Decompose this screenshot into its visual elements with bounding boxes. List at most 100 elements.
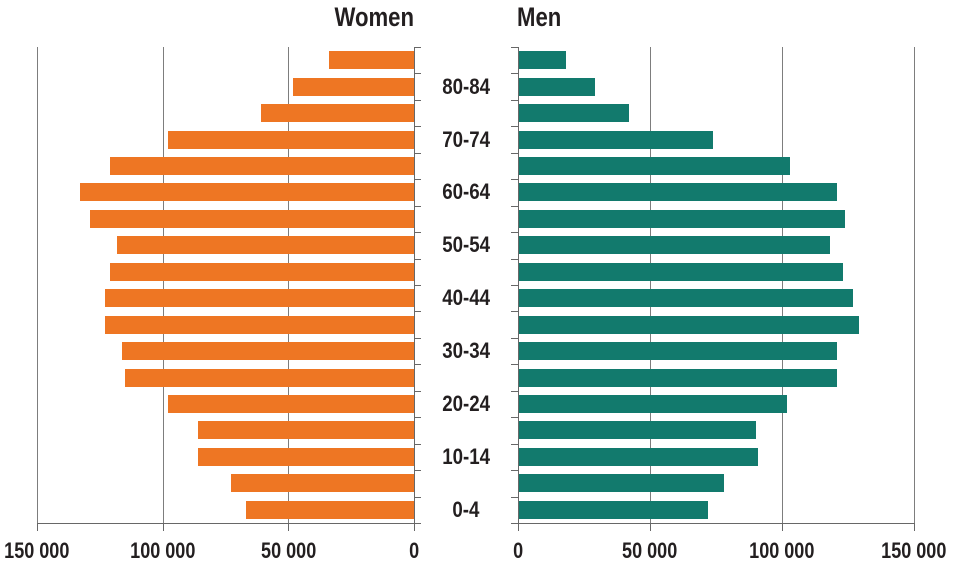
- x-tick-label-text: 100 000: [130, 538, 196, 563]
- age-label-text: 70-74: [442, 126, 490, 152]
- row-tick-men-13: [511, 390, 518, 392]
- row-tick-men-4: [511, 152, 518, 154]
- age-label-text: 80-84: [442, 73, 490, 99]
- bar-women-45-49: [109, 262, 414, 281]
- age-label-40-44: 40-44: [414, 285, 518, 311]
- age-label-text: 40-44: [442, 285, 490, 311]
- row-tick-women-2: [414, 99, 421, 101]
- row-tick-women-10: [414, 311, 421, 313]
- row-tick-women-14: [414, 417, 421, 419]
- x-tick-label-text: 50 000: [622, 538, 678, 563]
- row-tick-men-3: [511, 126, 518, 128]
- bar-men-80-84: [518, 77, 595, 96]
- age-label-50-54: 50-54: [414, 232, 518, 258]
- bar-women-30-34: [122, 342, 414, 361]
- men-series-title-text: Men: [517, 2, 562, 32]
- women-series-title-text: Women: [334, 2, 414, 32]
- bar-men-0-4: [518, 500, 709, 519]
- bar-women-70-74: [167, 130, 414, 149]
- x-tick-women-1: [162, 523, 164, 531]
- bar-women-75-79: [260, 104, 414, 123]
- bar-men-5-9: [518, 474, 724, 493]
- row-tick-men-2: [511, 99, 518, 101]
- row-tick-men-18: [511, 523, 518, 524]
- gridline-women-100000: [162, 47, 164, 523]
- row-tick-women-9: [414, 285, 421, 286]
- bar-women-55-59: [89, 209, 414, 228]
- bar-women-80-84: [293, 77, 414, 96]
- age-label-30-34: 30-34: [414, 338, 518, 364]
- bar-men-50-54: [518, 236, 830, 255]
- row-tick-men-12: [511, 364, 518, 366]
- women-series-title: Women: [317, 2, 414, 33]
- bar-men-15-19: [518, 421, 756, 440]
- bar-men-25-29: [518, 368, 838, 387]
- age-label-0-4: 0-4: [414, 497, 518, 523]
- row-tick-women-13: [414, 390, 421, 392]
- x-tick-label-men-0: 0: [458, 538, 578, 564]
- age-label-text: 20-24: [442, 391, 490, 416]
- x-tick-label-men-3: 150 000: [854, 538, 954, 564]
- bar-women-25-29: [124, 368, 414, 387]
- bar-men-65-69: [518, 157, 790, 175]
- row-tick-men-15: [511, 443, 518, 445]
- bar-men-10-14: [518, 447, 759, 466]
- gridline-men-50000: [650, 47, 651, 523]
- bar-women-15-19: [197, 421, 414, 440]
- bar-men-45-49: [518, 262, 843, 281]
- bar-women-35-39: [104, 315, 414, 334]
- row-tick-women-1: [414, 73, 421, 75]
- bar-men-20-24: [518, 395, 788, 413]
- x-tick-label-women-3: 0: [354, 538, 474, 564]
- bar-men-75-79: [518, 104, 629, 123]
- row-tick-men-16: [511, 470, 518, 472]
- men-bottom-axis: [518, 523, 915, 524]
- row-tick-women-3: [414, 126, 421, 128]
- age-label-70-74: 70-74: [414, 127, 518, 153]
- age-label-10-14: 10-14: [414, 444, 518, 470]
- age-label-60-64: 60-64: [414, 179, 518, 205]
- bar-men-85+: [518, 51, 566, 70]
- x-tick-label-women-2: 50 000: [228, 538, 348, 564]
- row-tick-women-11: [414, 337, 421, 339]
- bar-women-85+: [328, 51, 414, 70]
- row-tick-women-17: [414, 496, 421, 498]
- bar-women-20-24: [167, 395, 414, 413]
- x-tick-men-1: [650, 523, 651, 531]
- x-tick-women-2: [288, 523, 290, 531]
- age-label-text: 10-14: [442, 443, 490, 469]
- row-tick-men-1: [511, 73, 518, 75]
- row-tick-women-5: [414, 179, 421, 181]
- row-tick-women-7: [414, 232, 421, 234]
- row-tick-men-9: [511, 285, 518, 286]
- x-tick-label-text: 150 000: [4, 538, 70, 563]
- gridline-men-100000: [782, 47, 783, 523]
- row-tick-women-0: [414, 47, 421, 48]
- row-tick-men-11: [511, 337, 518, 339]
- x-tick-men-2: [782, 523, 783, 531]
- bar-men-55-59: [518, 209, 846, 228]
- x-tick-label-text: 100 000: [749, 538, 815, 563]
- x-tick-label-text: 0: [408, 538, 420, 563]
- row-tick-men-8: [511, 258, 518, 260]
- x-tick-label-women-1: 100 000: [103, 538, 223, 564]
- x-tick-label-men-1: 50 000: [590, 538, 710, 564]
- x-tick-men-0: [518, 523, 519, 531]
- row-tick-men-10: [511, 311, 518, 313]
- x-tick-label-men-2: 100 000: [722, 538, 842, 564]
- bar-women-60-64: [79, 183, 414, 202]
- bar-women-50-54: [117, 236, 414, 255]
- bar-women-5-9: [230, 474, 414, 493]
- bar-men-30-34: [518, 342, 838, 361]
- row-tick-women-15: [414, 443, 421, 445]
- row-tick-men-14: [511, 417, 518, 419]
- row-tick-women-4: [414, 152, 421, 154]
- men-series-title: Men: [517, 2, 571, 33]
- bar-men-35-39: [518, 315, 859, 334]
- row-tick-men-5: [511, 179, 518, 181]
- bar-women-40-44: [104, 289, 414, 308]
- row-tick-women-12: [414, 364, 421, 366]
- row-tick-women-8: [414, 258, 421, 260]
- x-tick-label-text: 0: [512, 538, 524, 563]
